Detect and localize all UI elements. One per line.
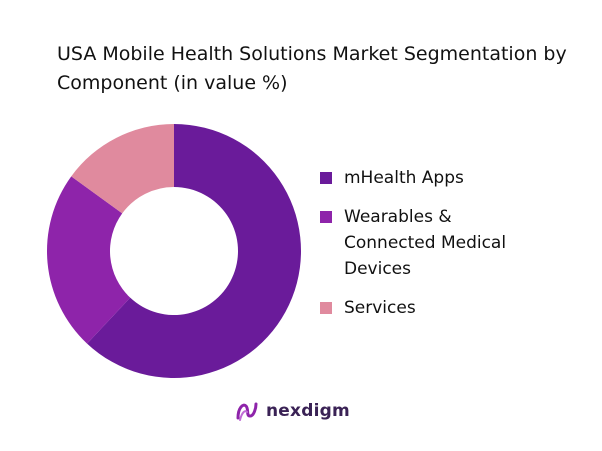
brand: nexdigm [234,398,350,424]
legend-label-line: Connected Medical [344,233,507,253]
legend-item-services: Services [320,295,416,321]
chart-title: USA Mobile Health Solutions Market Segme… [57,43,567,94]
legend-label-line: Devices [344,259,411,279]
legend-item-wearables: Wearables & Connected Medical Devices [320,204,506,282]
legend-label-line: Wearables & [344,207,452,227]
donut-slice-wearables-connected-medical-devices [47,176,131,344]
legend-label: Wearables & Connected Medical Devices [344,204,506,282]
legend-item-mhealth-apps: mHealth Apps [320,165,464,191]
donut-slice-services [71,124,174,214]
legend-swatch [320,302,332,314]
brand-name: nexdigm [266,401,350,421]
legend-label: Services [344,298,416,318]
legend-swatch [320,211,332,223]
legend-label: mHealth Apps [344,168,464,188]
donut-slice-mhealth-apps [87,124,301,378]
legend-swatch [320,172,332,184]
nexdigm-logo-icon [236,402,258,421]
